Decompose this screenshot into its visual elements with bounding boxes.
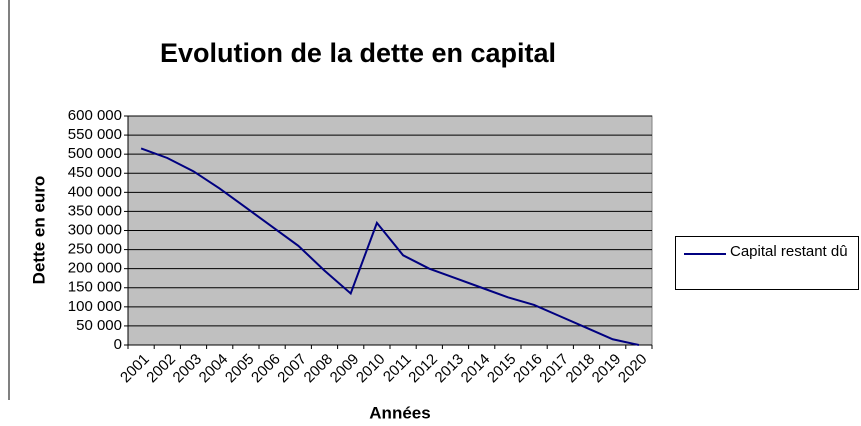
x-tick-label: 2012 (405, 351, 441, 387)
y-axis-label: Dette en euro (29, 176, 48, 285)
y-tick-label: 200 000 (68, 260, 122, 277)
x-tick-label: 2002 (143, 351, 179, 387)
y-tick-label: 350 000 (68, 202, 122, 219)
y-tick-label: 150 000 (68, 279, 122, 296)
y-tick-label: 600 000 (68, 107, 122, 124)
y-tick-label: 50 000 (76, 317, 122, 334)
x-tick-label: 2013 (432, 351, 468, 387)
x-tick-label: 2001 (117, 351, 153, 387)
x-tick-label: 2005 (222, 351, 258, 387)
y-tick-label: 400 000 (68, 183, 122, 200)
x-tick-label: 2009 (327, 351, 363, 387)
x-tick-label: 2016 (510, 351, 546, 387)
y-tick-label: 0 (114, 336, 122, 353)
x-axis-label: Années (369, 403, 430, 422)
x-tick-label: 2015 (484, 351, 520, 387)
x-tick-label: 2003 (170, 351, 206, 387)
y-tick-label: 500 000 (68, 145, 122, 162)
y-tick-label: 550 000 (68, 126, 122, 143)
y-tick-label: 250 000 (68, 241, 122, 258)
x-tick-label: 2006 (248, 351, 284, 387)
x-tick-label: 2020 (615, 351, 651, 387)
x-tick-label: 2014 (458, 351, 494, 387)
x-tick-label: 2018 (563, 351, 599, 387)
x-tick-label: 2008 (301, 351, 337, 387)
y-tick-label: 100 000 (68, 298, 122, 315)
x-tick-label: 2004 (196, 351, 232, 387)
series-line (140, 147, 640, 346)
y-tick-label: 300 000 (68, 221, 122, 238)
y-tick-label: 450 000 (68, 164, 122, 181)
x-tick-label: 2010 (353, 351, 389, 387)
x-tick-label: 2017 (536, 351, 572, 387)
x-tick-label: 2019 (589, 351, 625, 387)
chart-title: Evolution de la dette en capital (160, 38, 556, 68)
legend-swatch (684, 253, 726, 255)
x-tick-label: 2007 (274, 351, 310, 387)
x-tick-label: 2011 (380, 351, 415, 386)
legend-label: Capital restant dû (730, 243, 848, 260)
legend: Capital restant dû (675, 236, 859, 290)
